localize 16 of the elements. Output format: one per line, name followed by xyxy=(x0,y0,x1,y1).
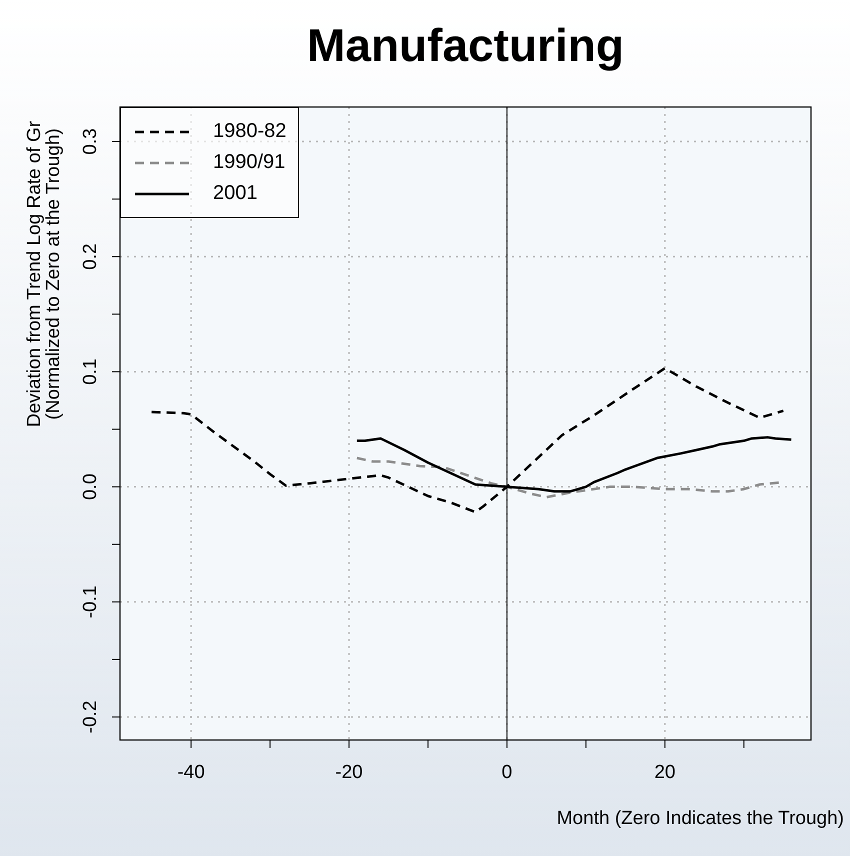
y-tick-label: 0.1 xyxy=(80,358,101,385)
x-tick-label: 20 xyxy=(654,762,676,783)
legend-label: 2001 xyxy=(213,182,258,205)
chart-title: Manufacturing xyxy=(306,18,625,72)
x-tick-label: -20 xyxy=(335,762,363,783)
y-axis-title: Deviation from Trend Log Rate of Gr (Normalized to Zero at the Trough) xyxy=(24,120,64,430)
y-tick-label: 0.3 xyxy=(80,128,101,155)
y-tick-label: -0.2 xyxy=(80,700,101,734)
legend-label: 1990/91 xyxy=(213,151,286,174)
legend-label: 1980-82 xyxy=(213,120,286,143)
y-tick-label: -0.1 xyxy=(80,586,101,618)
y-tick-label: 0.2 xyxy=(80,243,101,270)
x-axis-title: Month (Zero Indicates the Trough) xyxy=(556,808,844,830)
x-tick-label: 0 xyxy=(502,762,512,783)
x-tick-label: -40 xyxy=(177,762,205,783)
y-tick-label: 0.0 xyxy=(80,474,101,500)
